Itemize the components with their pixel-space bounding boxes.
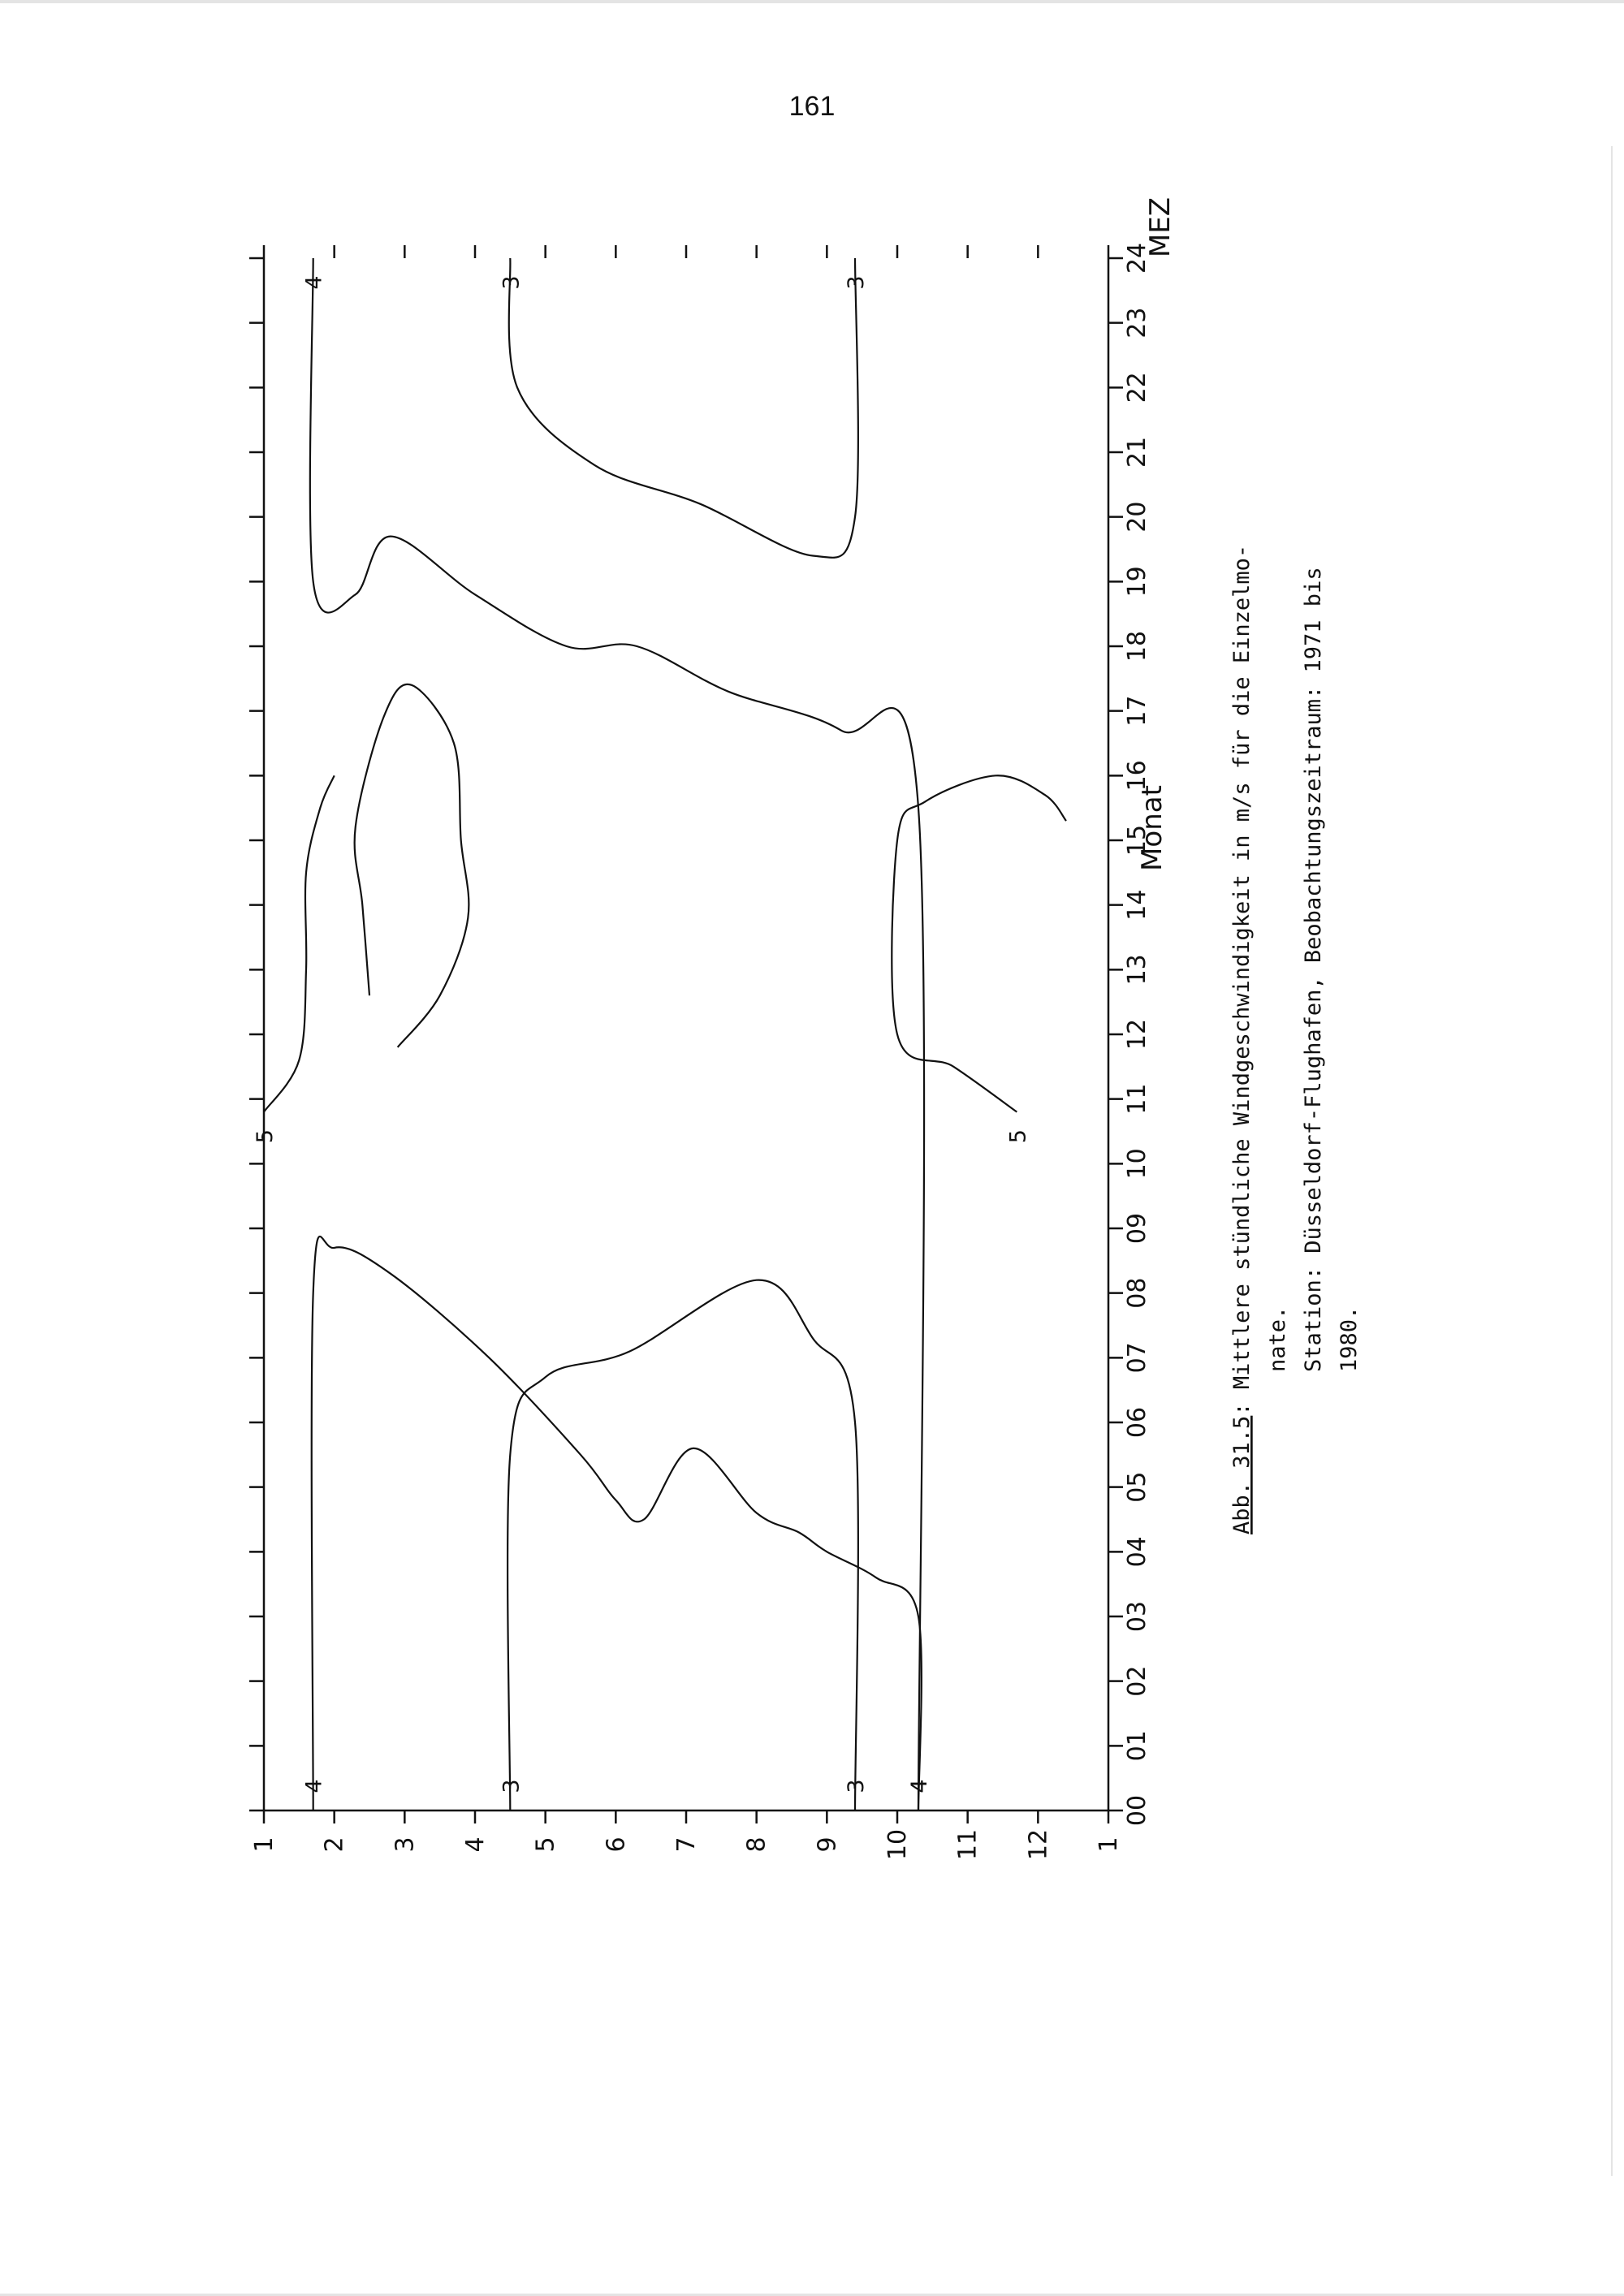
caption-figure-ref: Abb. 31.5 [1229,1416,1255,1534]
hour-tick-label: 22 [1123,372,1151,403]
scan-bottom-edge [0,2294,1624,2296]
month-tick-label: 3 [391,1836,419,1852]
contour-label: 3 [844,1779,869,1793]
page-number: 161 [788,91,836,122]
figure-caption: Abb. 31.5: Mittlere stündliche Windgesch… [1229,545,1362,1534]
hour-tick-label: 10 [1123,1148,1151,1179]
month-tick-label: 8 [743,1836,771,1852]
contour-line-5 [891,775,1067,1113]
contour-line-5 [263,775,335,1113]
hour-tick-label: 20 [1123,502,1151,533]
contour-label: 5 [1005,1129,1030,1143]
hour-tick-label: 11 [1123,1084,1151,1115]
caption-line-1-text: : Mittlere stündliche Windgeschwindigkei… [1229,545,1255,1416]
month-tick-label: 6 [602,1836,630,1852]
hour-tick-label: 08 [1123,1278,1151,1309]
hour-tick-label: 09 [1123,1213,1151,1244]
month-tick-label: 7 [672,1836,701,1852]
month-tick-label: 1 [250,1836,279,1852]
contour-line-4 [310,1235,922,1811]
hour-tick-label: 07 [1123,1342,1151,1373]
month-tick-label: 1 [1095,1836,1123,1852]
hour-tick-label: 03 [1123,1601,1151,1632]
month-tick-label: 12 [1024,1829,1052,1860]
plot-frame [262,258,1110,1812]
scan-right-edge [1611,146,1613,2176]
hour-tick-label: 12 [1123,1019,1151,1050]
hour-tick-label: 13 [1123,954,1151,985]
month-tick-label: 2 [321,1836,349,1852]
hour-tick-label: 17 [1123,696,1151,727]
contour-line-4 [309,257,926,1811]
y-axis-title: Monat [1136,785,1168,871]
contour-label: 3 [844,275,869,289]
hour-tick-label: 15 [1123,825,1151,856]
month-tick-label: 4 [461,1836,490,1852]
hour-tick-label: 19 [1123,566,1151,597]
caption-line-1: Abb. 31.5: Mittlere stündliche Windgesch… [1229,545,1255,1534]
x-axis-title: MEZ [1144,197,1177,257]
hour-tick-label: 23 [1123,308,1151,339]
y-axis-title-group: Monat [1136,785,1168,871]
month-tick-label: 10 [883,1829,912,1860]
scan-top-edge [0,0,1624,3]
caption-line-3: Station: Düsseldorf-Flughafen, Beobachtu… [1301,567,1326,1372]
contour-label: 4 [907,1779,932,1793]
hour-tick-label: 02 [1123,1666,1151,1697]
caption-line-4: 1980. [1337,1306,1362,1372]
contour-label: 3 [499,1779,524,1793]
hour-tick-label: 16 [1123,760,1151,791]
hour-tick-label: 21 [1123,437,1151,468]
contour-line-3 [507,1279,859,1811]
x-axis-title-group: MEZ [1144,197,1177,257]
contour-line-5 [353,683,470,1048]
hour-tick-label: 14 [1123,890,1151,921]
contour-label: 4 [302,1779,327,1793]
hour-tick-label: 18 [1123,631,1151,662]
month-tick-label: 11 [954,1829,983,1860]
month-tick-label: 5 [532,1836,560,1852]
hour-tick-label: 05 [1123,1472,1151,1503]
hour-tick-label: 04 [1123,1536,1151,1567]
axis-ticks: 0001020304050607080910111213141516171819… [249,243,1151,1860]
hour-tick-label: 01 [1123,1730,1151,1761]
hour-tick-label: 24 [1123,243,1151,274]
contour-label: 4 [907,1779,932,1793]
hour-tick-label: 06 [1123,1407,1151,1438]
contour-label: 4 [302,275,327,289]
month-tick-label: 9 [813,1836,841,1852]
contour-label: 3 [499,275,524,289]
caption-line-2: nate. [1265,1306,1290,1372]
contour-label: 5 [253,1129,278,1143]
hour-tick-label: 00 [1123,1795,1151,1826]
contour-line-3 [508,257,859,559]
